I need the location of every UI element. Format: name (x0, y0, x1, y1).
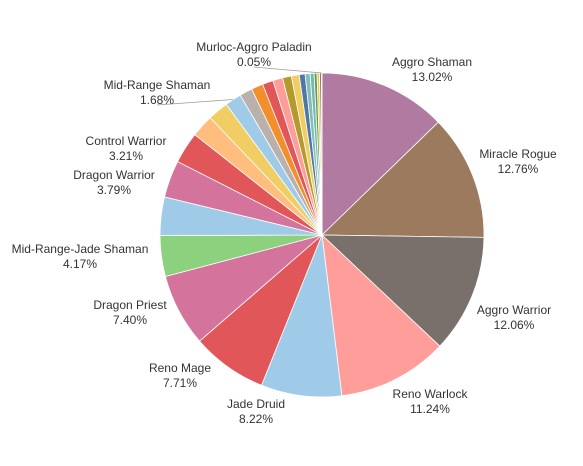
pie-slice (321, 72, 439, 236)
slice-percent-label: 12.76% (498, 162, 539, 176)
slice-label: Miracle Rogue (479, 147, 557, 161)
slice-percent-label: 3.79% (97, 183, 131, 197)
slice-percent-label: 13.02% (412, 70, 453, 84)
slice-percent-label: 7.71% (163, 376, 197, 390)
slice-label: Mid-Range-Jade Shaman (12, 242, 149, 256)
slice-percent-label: 1.68% (140, 93, 174, 107)
slice-label: Reno Warlock (393, 387, 469, 401)
slice-percent-label: 12.06% (494, 318, 535, 332)
pie-slice (321, 121, 485, 238)
slice-percent-label: 7.40% (113, 313, 147, 327)
slice-label: Reno Mage (149, 361, 211, 375)
slice-label: Murloc-Aggro Paladin (196, 40, 311, 54)
slice-percent-label: 0.05% (237, 55, 271, 69)
pie-slices (159, 72, 485, 398)
slice-percent-label: 3.21% (109, 149, 143, 163)
slice-percent-label: 8.22% (239, 412, 273, 426)
slice-percent-label: 11.24% (410, 402, 450, 416)
slice-label: Dragon Priest (93, 298, 167, 312)
slice-label: Control Warrior (86, 134, 167, 148)
leader-line (253, 66, 322, 74)
leader-lines (156, 66, 322, 106)
pie-slice (320, 234, 485, 347)
pie-slice (321, 233, 441, 397)
slice-label: Jade Druid (227, 397, 285, 411)
pie-slice (321, 72, 323, 236)
leader-line (156, 99, 234, 106)
slice-label: Dragon Warrior (73, 168, 155, 182)
slice-label: Aggro Warrior (477, 303, 551, 317)
slice-label: Aggro Shaman (392, 55, 472, 69)
slice-percent-label: 4.17% (63, 257, 97, 271)
slice-label: Mid-Range Shaman (104, 78, 211, 92)
